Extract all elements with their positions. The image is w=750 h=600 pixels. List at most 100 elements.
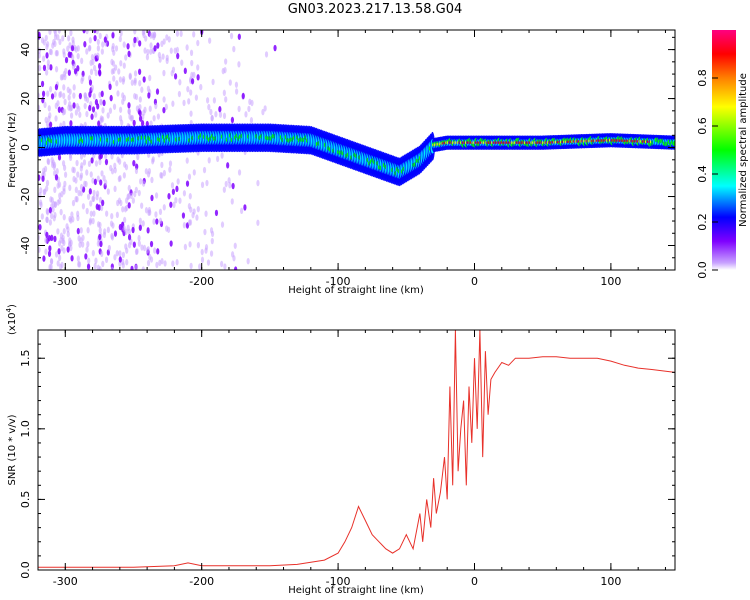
spectrogram-noise-cell	[54, 83, 59, 91]
spectrogram-y-tick-label: -20	[19, 188, 32, 206]
spectrogram-noise-cell	[176, 52, 180, 60]
spectrogram-noise-cell	[57, 30, 61, 34]
spectrogram-noise-cell	[100, 204, 104, 212]
spectrogram-noise-cell	[45, 120, 50, 128]
spectrogram-noise-cell	[106, 226, 110, 234]
spectrogram-noise-cell	[71, 216, 75, 223]
spectrogram-noise-cell	[115, 80, 119, 87]
spectrogram-noise-cell	[53, 91, 57, 98]
spectrogram-noise-cell	[196, 241, 200, 249]
spectrogram-noise-cell	[138, 103, 142, 111]
snr-y-tick-label: 0.5	[19, 491, 32, 509]
spectrogram-noise-cell	[218, 111, 223, 118]
spectrogram-noise-cell	[189, 89, 193, 96]
spectrogram-noise-cell	[53, 201, 58, 208]
spectrogram-noise-cell	[189, 49, 194, 57]
spectrogram-y-tick-label: 20	[19, 92, 32, 106]
spectrogram-noise-cell	[129, 192, 133, 200]
chart-title: GN03.2023.217.13.58.G04	[287, 2, 463, 17]
spectrogram-noise-cell	[223, 263, 227, 270]
spectrogram-x-tick-label: 100	[600, 275, 621, 288]
spectrogram-noise-cell	[144, 207, 149, 214]
spectrogram-noise-cell	[94, 98, 99, 106]
spectrogram-noise-cell	[119, 199, 123, 207]
spectrogram-noise-cell	[93, 34, 97, 42]
spectrogram-x-tick-label: -300	[53, 275, 78, 288]
spectrogram-noise-cell	[79, 227, 83, 234]
spectrogram-noise-cell	[87, 160, 92, 168]
spectrogram-noise-cell	[78, 111, 82, 118]
spectrogram-noise-cell	[226, 162, 230, 169]
spectrogram-noise-cell	[156, 113, 161, 120]
spectrogram-noise-cell	[110, 167, 115, 175]
spectrogram-noise-cell	[72, 102, 76, 109]
spectrogram-noise-cell	[175, 30, 180, 37]
spectrogram-noise-cell	[70, 44, 75, 52]
spectrogram-noise-cell	[56, 260, 60, 267]
spectrogram-noise-cell	[100, 116, 105, 123]
spectrogram-noise-cell	[163, 260, 167, 267]
spectrogram-noise-cell	[48, 207, 52, 214]
spectrogram-noise-cell	[45, 216, 49, 223]
spectrogram-noise-cell	[88, 188, 92, 195]
spectrogram-noise-cell	[264, 51, 269, 58]
spectrogram-noise-cell	[161, 53, 165, 60]
spectrogram-noise-cell	[112, 75, 116, 82]
spectrogram-noise-cell	[231, 182, 235, 190]
spectrogram-noise-cell	[256, 179, 260, 187]
spectrogram-noise-cell	[91, 58, 95, 66]
spectrogram-noise-cell	[52, 38, 56, 46]
snr-x-tick-label: -300	[53, 575, 78, 588]
spectrogram-noise-cell	[125, 197, 129, 204]
spectrogram-noise-cell	[127, 102, 131, 109]
spectrogram-noise-cell	[224, 58, 228, 65]
spectrogram-noise-cell	[91, 177, 95, 184]
spectrogram-noise-cell	[151, 158, 155, 165]
spectrogram-noise-cell	[127, 228, 131, 236]
spectrogram-noise-cell	[134, 264, 138, 270]
spectrogram-noise-cell	[186, 85, 190, 93]
spectrogram-noise-cell	[169, 47, 173, 54]
spectrogram-noise-cell	[147, 92, 151, 99]
spectrogram-marks	[38, 30, 675, 270]
spectrogram-noise-cell	[162, 169, 166, 177]
spectrogram-noise-cell	[79, 189, 83, 197]
spectrogram-noise-cell	[65, 223, 69, 230]
spectrogram-noise-cell	[171, 66, 176, 74]
spectrogram-noise-cell	[93, 262, 97, 270]
spectrogram-noise-cell	[148, 253, 152, 261]
spectrogram-noise-cell	[115, 250, 119, 257]
spectrogram-noise-cell	[196, 64, 200, 71]
spectrogram-noise-cell	[66, 86, 70, 94]
spectrogram-noise-cell	[143, 47, 147, 54]
spectrogram-noise-cell	[185, 180, 190, 187]
spectrogram-noise-cell	[42, 64, 47, 72]
spectrogram-noise-cell	[116, 90, 120, 97]
spectrogram-noise-cell	[110, 212, 114, 220]
spectrogram-noise-cell	[190, 59, 194, 67]
spectrogram-noise-cell	[62, 214, 66, 221]
spectrogram-noise-cell	[42, 255, 46, 262]
spectrogram-noise-cell	[126, 43, 130, 50]
spectrogram-noise-cell	[145, 247, 150, 254]
spectrogram-noise-cell	[92, 93, 96, 100]
spectrogram-noise-cell	[93, 178, 98, 186]
spectrogram-noise-cell	[39, 201, 43, 209]
spectrogram-noise-cell	[58, 192, 62, 199]
spectrogram-noise-cell	[89, 200, 93, 207]
spectrogram-noise-cell	[200, 256, 205, 264]
spectrogram-noise-cell	[63, 98, 67, 106]
spectrogram-noise-cell	[196, 74, 200, 81]
spectrogram-noise-cell	[164, 103, 168, 111]
spectrogram-noise-cell	[214, 111, 218, 118]
spectrogram-noise-cell	[79, 153, 84, 160]
spectrogram-noise-cell	[68, 101, 72, 108]
spectrogram-noise-cell	[133, 79, 137, 86]
spectrogram-noise-cell	[49, 196, 53, 203]
spectrogram-noise-cell	[81, 203, 85, 210]
spectrogram-noise-cell	[95, 194, 99, 201]
spectrogram-noise-cell	[50, 212, 54, 220]
spectrogram-noise-cell	[141, 220, 145, 227]
spectrogram-noise-cell	[90, 113, 94, 120]
spectrogram-noise-cell	[75, 159, 79, 167]
